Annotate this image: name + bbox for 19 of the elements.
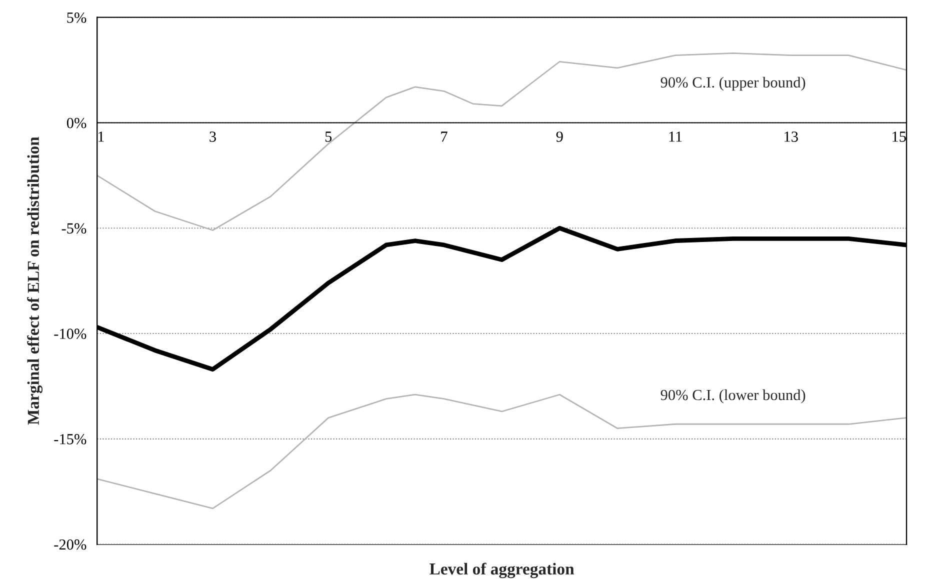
x-tick-label: 7 bbox=[441, 132, 448, 142]
y-tick-label: -10% bbox=[54, 328, 86, 340]
x-axis-title: Level of aggregation bbox=[430, 562, 574, 578]
y-tick-label: -20% bbox=[54, 539, 86, 550]
y-tick-label: 5% bbox=[67, 12, 86, 23]
series-label: 90% C.I. (upper bound) bbox=[660, 76, 806, 91]
x-tick-label: 15 bbox=[892, 132, 906, 142]
x-tick-label: 5 bbox=[325, 132, 332, 142]
line-series bbox=[97, 52, 906, 231]
y-tick-label: -5% bbox=[62, 223, 86, 234]
x-tick-label: 11 bbox=[669, 132, 682, 142]
y-tick-label: 0% bbox=[66, 118, 86, 128]
x-tick-label: 9 bbox=[556, 132, 563, 142]
y-axis-title: Marginal effect of ELF on redistribution bbox=[27, 136, 43, 425]
y-tick-label: -15% bbox=[54, 434, 86, 444]
series-label: 90% C.I. (lower bound) bbox=[660, 389, 806, 404]
x-tick-label: 1 bbox=[98, 132, 104, 142]
x-tick-label: 13 bbox=[784, 132, 798, 142]
x-tick-label: 3 bbox=[210, 132, 216, 142]
